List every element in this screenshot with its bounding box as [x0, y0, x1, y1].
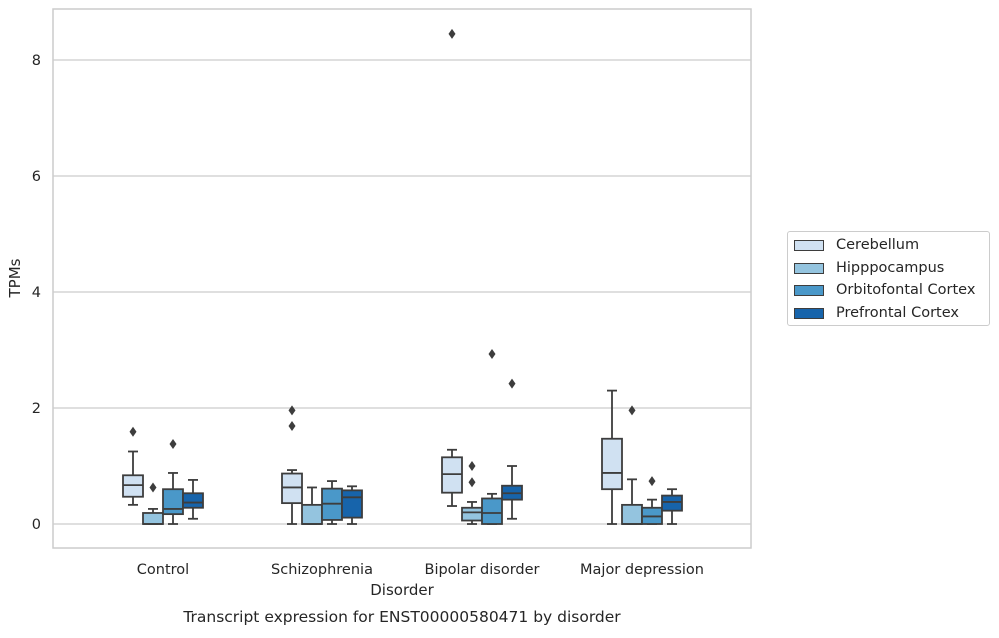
box-1-2 — [461, 461, 483, 525]
y-tick-label: 4 — [32, 285, 41, 301]
legend-label: Orbitofontal Cortex — [836, 282, 976, 298]
outlier-point — [468, 477, 476, 488]
outlier-point — [628, 405, 636, 416]
y-tick-label: 0 — [32, 517, 41, 533]
box-3-2 — [501, 378, 523, 520]
box-1-3 — [621, 405, 643, 525]
box-iqr — [142, 512, 164, 525]
x-tick-label: Control — [137, 562, 189, 578]
outlier-point — [288, 405, 296, 416]
box-3-1 — [341, 485, 363, 525]
box-1-0 — [142, 482, 164, 525]
box-2-2 — [481, 349, 503, 525]
outlier-point — [648, 476, 656, 487]
outlier-point — [508, 378, 516, 389]
legend-swatch — [794, 239, 824, 251]
outlier-point — [448, 28, 456, 39]
box-iqr — [301, 503, 323, 525]
box-0-2 — [441, 28, 463, 507]
y-tick-label: 8 — [32, 53, 41, 69]
legend-swatch — [794, 307, 824, 319]
outlier-point — [488, 349, 496, 360]
x-tick-label: Schizophrenia — [271, 562, 373, 578]
legend-swatch — [794, 284, 824, 296]
outlier-point — [129, 426, 137, 437]
x-axis-label: Disorder — [370, 581, 434, 599]
y-tick-label: 6 — [32, 169, 41, 185]
outlier-point — [288, 420, 296, 431]
chart-title: Transcript expression for ENST0000058047… — [182, 608, 621, 626]
boxes — [122, 28, 683, 525]
legend-item-cerebellum: Cerebellum — [794, 236, 919, 254]
box-2-3 — [641, 476, 663, 525]
box-iqr — [341, 489, 363, 519]
box-iqr — [461, 506, 483, 522]
box-0-1 — [281, 405, 303, 525]
box-0-0 — [122, 426, 144, 506]
outlier-point — [169, 438, 177, 449]
legend: Cerebellum Hipppocampus Orbitofontal Cor… — [787, 231, 990, 326]
legend-label: Cerebellum — [836, 237, 920, 253]
box-iqr — [162, 488, 184, 516]
box-3-0 — [182, 479, 204, 520]
box-iqr — [481, 497, 503, 525]
legend-label: Prefrontal Cortex — [836, 305, 959, 321]
legend-label: Hipppocampus — [836, 260, 945, 276]
x-tick-label: Bipolar disorder — [425, 562, 540, 578]
legend-swatch — [794, 262, 824, 274]
box-3-3 — [661, 488, 683, 525]
box-iqr — [601, 437, 623, 491]
grid-lines — [53, 59, 751, 525]
axes: 0 2 4 6 8 Control Schizophrenia Bipolar disorde… — [32, 8, 752, 578]
y-tick-label: 2 — [32, 401, 41, 417]
axis-labels: TPMs Disorder Transcript expression for … — [6, 258, 621, 626]
legend-item-orbitofontal-cortex: Orbitofontal Cortex — [794, 281, 975, 299]
box-2-0 — [162, 438, 184, 525]
x-tick-label: Major depression — [580, 562, 704, 578]
legend-item-hipppocampus: Hipppocampus — [794, 259, 944, 277]
box-0-3 — [601, 389, 623, 525]
box-iqr — [661, 494, 683, 512]
outlier-point — [468, 461, 476, 471]
box-1-1 — [301, 486, 323, 525]
box-2-1 — [321, 480, 343, 525]
legend-item-prefrontal-cortex: Prefrontal Cortex — [794, 304, 959, 322]
plot-frame — [52, 8, 752, 549]
box-iqr — [621, 503, 643, 525]
y-axis-label: TPMs — [6, 258, 24, 298]
box-iqr — [182, 492, 204, 509]
outlier-point — [149, 482, 157, 493]
